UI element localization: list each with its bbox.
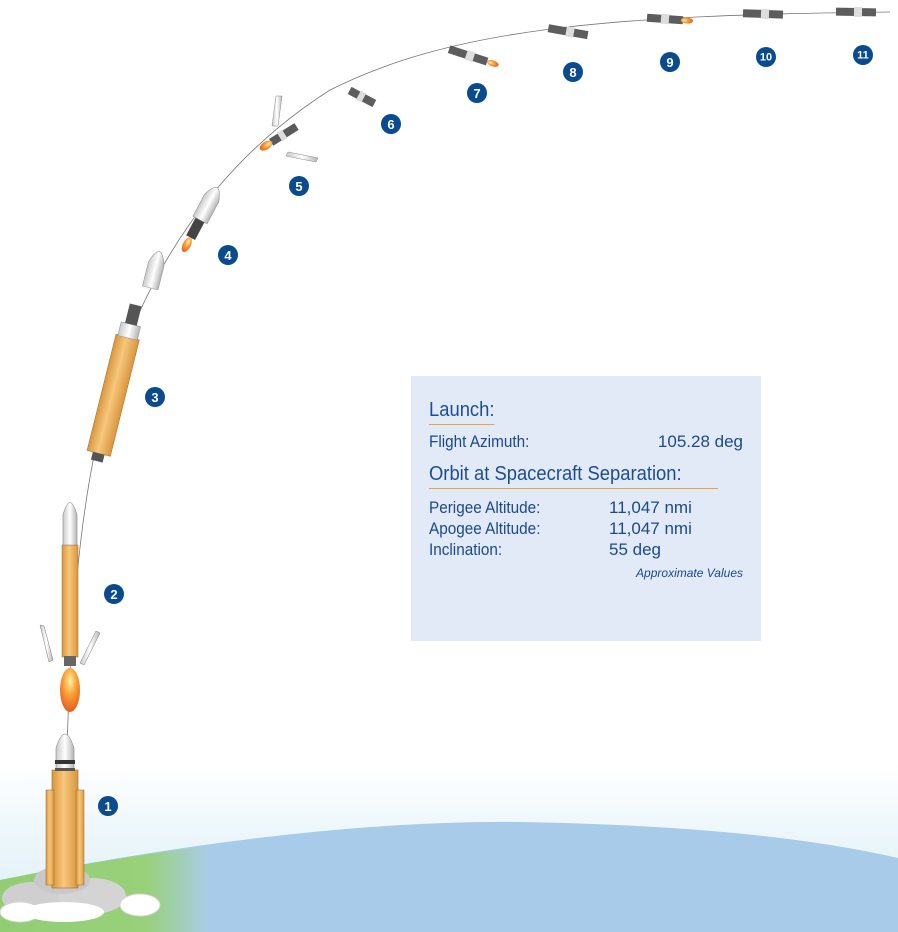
orbit-heading: Orbit at Spacecraft Separation: [429,462,718,489]
upper-stage-7-icon [447,45,499,67]
perigee-row: Perigee Altitude: 11,047 nmi [429,497,743,518]
perigee-value: 11,047 nmi [609,498,692,517]
launch-heading: Launch: [429,398,495,425]
rocket-stage3-icon [86,251,165,463]
upper-stage-11-icon [835,6,877,18]
earth-surface [0,821,898,932]
step-marker-label: 2 [110,587,117,602]
flight-azimuth-value: 105.28 deg [657,432,743,451]
step-marker-label: 6 [387,117,394,132]
upper-stage-9-icon [646,13,693,25]
step-marker-4: 4 [218,245,238,265]
upper-stage-8-icon [547,24,589,40]
upper-stage-6-icon [347,86,377,108]
step-marker-label: 1 [104,799,111,814]
flight-azimuth-label: Flight Azimuth: [429,432,530,451]
rocket-ascent-icon [39,502,101,712]
step-marker-9: 9 [660,52,680,72]
apogee-value: 11,047 nmi [609,519,692,538]
step-marker-label: 4 [224,248,232,263]
inclination-value: 55 deg [609,540,661,559]
step-marker-6: 6 [381,114,401,134]
step-marker-label: 11 [857,50,869,62]
step-marker-8: 8 [563,62,583,82]
step-markers: 1 2 3 4 5 6 7 8 9 10 11 [98,45,873,816]
step-marker-5: 5 [289,176,309,196]
step-marker-11: 11 [853,45,873,65]
step-marker-label: 5 [295,179,302,194]
step-marker-2: 2 [104,584,124,604]
inclination-label: Inclination: [429,540,503,559]
step-marker-10: 10 [756,47,776,67]
approximate-values-note: Approximate Values [636,566,743,580]
rocket-stage5-icon [259,95,319,163]
step-marker-label: 3 [151,390,158,405]
perigee-label: Perigee Altitude: [429,498,541,517]
step-marker-label: 9 [666,55,673,70]
launch-info-box: Launch: Flight Azimuth: 105.28 deg Orbit… [411,376,761,641]
step-marker-label: 7 [473,86,480,101]
step-marker-label: 10 [760,52,772,64]
flight-azimuth-row: Flight Azimuth: 105.28 deg [429,431,743,452]
step-marker-7: 7 [467,83,487,103]
step-marker-label: 8 [569,65,576,80]
apogee-label: Apogee Altitude: [429,519,541,538]
rocket-stage4-icon [181,187,220,253]
upper-stage-10-icon [742,8,784,20]
inclination-row: Inclination: 55 deg [429,539,743,560]
apogee-row: Apogee Altitude: 11,047 nmi [429,518,743,539]
step-marker-1: 1 [98,796,118,816]
step-marker-3: 3 [145,387,165,407]
rocket-liftoff-icon [45,733,85,889]
